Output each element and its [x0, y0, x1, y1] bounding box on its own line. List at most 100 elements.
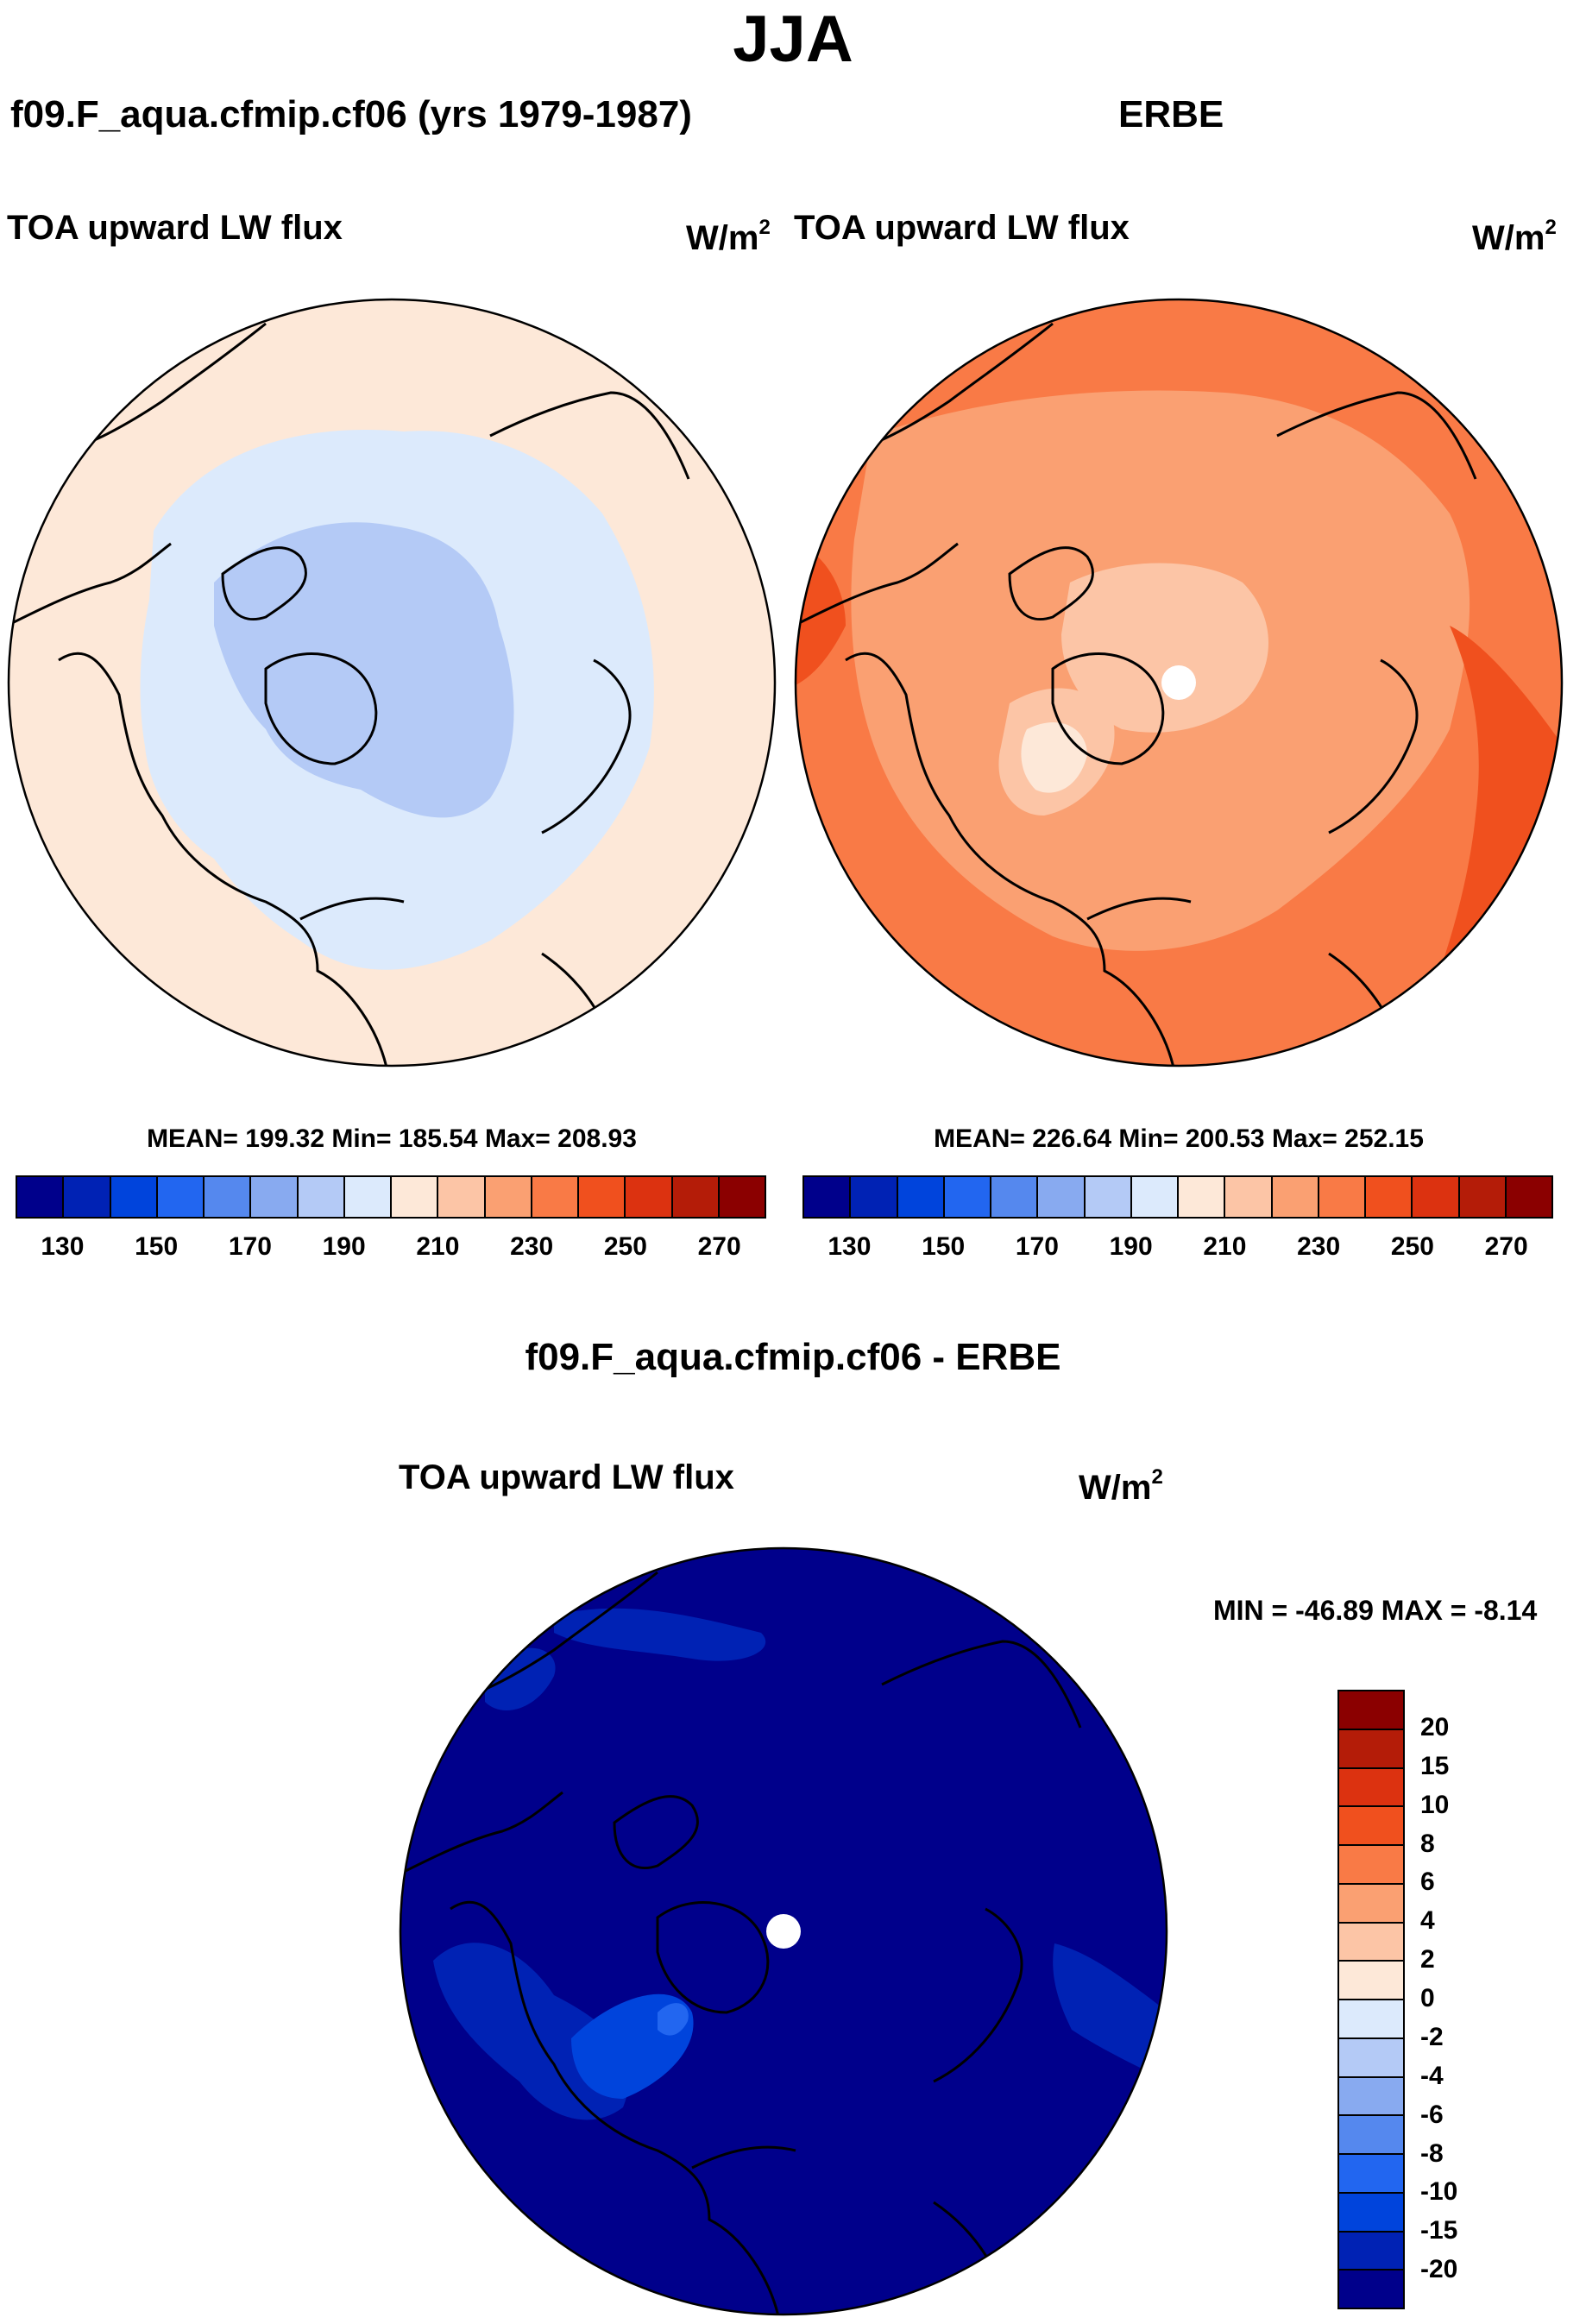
colorbar-tick-label: 230	[1297, 1232, 1341, 1261]
colorbar-tick-label: 150	[922, 1232, 966, 1261]
obs-case-title: ERBE	[1118, 93, 1224, 135]
colorbar-swatch	[579, 1177, 626, 1217]
obs-units: W/m2	[1472, 216, 1557, 257]
diff-field-10-8	[658, 2003, 689, 2036]
colorbar-swatch	[851, 1177, 898, 1217]
colorbar-swatch	[1272, 1177, 1319, 1217]
diff-colorbar-tick-label: 15	[1420, 1751, 1450, 1780]
diff-colorbar-swatch	[1339, 2000, 1403, 2039]
diff-colorbar-swatch	[1339, 2038, 1403, 2078]
diff-colorbar-swatch	[1339, 1729, 1403, 1769]
diff-colorbar-swatch	[1339, 1962, 1403, 2000]
colorbar-swatch	[344, 1177, 392, 1217]
diff-colorbar-tick-label: 4	[1420, 1906, 1435, 1936]
diff-variable-label: TOA upward LW flux	[399, 1458, 734, 1496]
diff-colorbar-tick-label: -2	[1420, 2022, 1444, 2051]
main-title: JJA	[733, 3, 853, 76]
colorbar-swatch	[1366, 1177, 1413, 1217]
colorbar-swatch	[1179, 1177, 1226, 1217]
obs-field-210-220	[1061, 563, 1268, 733]
diff-case-title: f09.F_aqua.cfmip.cf06 - ERBE	[525, 1336, 1061, 1378]
colorbar-swatch	[438, 1177, 486, 1217]
colorbar-swatch	[392, 1177, 439, 1217]
diff-colorbar-tick-label: -8	[1420, 2138, 1444, 2168]
diff-field-20-15	[554, 1608, 766, 1661]
obs-variable-label: TOA upward LW flux	[794, 209, 1130, 247]
obs-missing-pole	[1161, 665, 1196, 700]
colorbar-swatch	[1085, 1177, 1132, 1217]
colorbar-swatch	[485, 1177, 532, 1217]
colorbar-swatch	[1038, 1177, 1086, 1217]
diff-colorbar-tick-label: -10	[1420, 2177, 1458, 2207]
model-polar-map	[7, 298, 777, 1068]
colorbar-swatch	[1506, 1177, 1551, 1217]
obs-polar-map	[794, 298, 1564, 1068]
diff-colorbar	[1337, 1690, 1405, 2309]
diff-colorbar-swatch	[1339, 2077, 1403, 2117]
colorbar-tick-label: 190	[1109, 1232, 1153, 1261]
colorbar-swatch	[1459, 1177, 1507, 1217]
diff-colorbar-swatch	[1339, 1846, 1403, 1885]
colorbar-swatch	[1413, 1177, 1460, 1217]
diff-colorbar-swatch	[1339, 2270, 1403, 2308]
colorbar-swatch	[298, 1177, 345, 1217]
obs-stats: MEAN= 226.64 Min= 200.53 Max= 252.15	[934, 1124, 1424, 1153]
colorbar-swatch	[251, 1177, 299, 1217]
model-case-title: f09.F_aqua.cfmip.cf06 (yrs 1979-1987)	[10, 93, 692, 135]
obs-field-250-260	[1484, 954, 1562, 1066]
colorbar-tick-label: 230	[510, 1232, 554, 1261]
colorbar-swatch	[205, 1177, 252, 1217]
diff-colorbar-swatch	[1339, 1768, 1403, 1808]
diff-stats: MIN = -46.89 MAX = -8.14	[1213, 1595, 1538, 1626]
colorbar-swatch	[1319, 1177, 1366, 1217]
diff-colorbar-swatch	[1339, 1884, 1403, 1924]
diff-colorbar-tick-label: -15	[1420, 2216, 1458, 2245]
colorbar-swatch	[944, 1177, 991, 1217]
diff-colorbar-tick-label: 0	[1420, 1984, 1435, 2012]
obs-coastlines	[796, 322, 1477, 1066]
colorbar-tick-label: 270	[697, 1232, 741, 1261]
colorbar-swatch	[157, 1177, 205, 1217]
colorbar-swatch	[17, 1177, 65, 1217]
diff-colorbar-swatch	[1339, 1807, 1403, 1846]
colorbar-tick-label: 270	[1484, 1232, 1528, 1261]
colorbar-tick-label: 130	[828, 1232, 872, 1261]
colorbar-swatch	[110, 1177, 158, 1217]
diff-colorbar-tick-label: 8	[1420, 1829, 1435, 1858]
colorbar-tick-label: 150	[135, 1232, 179, 1261]
diff-colorbar-swatch	[1339, 1923, 1403, 1962]
model-coastlines	[9, 322, 690, 1066]
diff-colorbar-swatch	[1339, 2155, 1403, 2194]
colorbar-tick-label: 210	[416, 1232, 460, 1261]
colorbar-swatch	[626, 1177, 673, 1217]
diff-colorbar-swatch	[1339, 2193, 1403, 2233]
diff-colorbar-tick-label: -6	[1420, 2100, 1444, 2129]
colorbar-tick-label: 170	[228, 1232, 272, 1261]
colorbar-swatch	[804, 1177, 852, 1217]
diff-polar-map	[399, 1546, 1168, 2316]
model-colorbar	[16, 1175, 766, 1219]
colorbar-tick-label: 190	[322, 1232, 366, 1261]
colorbar-swatch	[719, 1177, 765, 1217]
colorbar-tick-label: 250	[603, 1232, 647, 1261]
colorbar-swatch	[991, 1177, 1039, 1217]
colorbar-swatch	[1225, 1177, 1273, 1217]
colorbar-tick-label: 130	[41, 1232, 85, 1261]
colorbar-swatch	[897, 1177, 945, 1217]
diff-missing-pole	[766, 1914, 801, 1949]
colorbar-tick-label: 250	[1390, 1232, 1434, 1261]
diff-colorbar-tick-label: 20	[1420, 1712, 1450, 1741]
colorbar-swatch	[532, 1177, 579, 1217]
diff-colorbar-tick-label: -4	[1420, 2061, 1444, 2090]
colorbar-swatch	[1131, 1177, 1179, 1217]
diff-colorbar-swatch	[1339, 1691, 1403, 1730]
diff-colorbar-tick-label: 6	[1420, 1867, 1435, 1897]
diff-colorbar-swatch	[1339, 2116, 1403, 2155]
diff-colorbar-tick-label: 2	[1420, 1945, 1435, 1974]
diff-units: W/m2	[1079, 1465, 1163, 1507]
colorbar-tick-label: 170	[1015, 1232, 1059, 1261]
colorbar-swatch	[64, 1177, 111, 1217]
diff-colorbar-swatch	[1339, 2232, 1403, 2271]
model-variable-label: TOA upward LW flux	[7, 209, 343, 247]
colorbar-swatch	[672, 1177, 720, 1217]
